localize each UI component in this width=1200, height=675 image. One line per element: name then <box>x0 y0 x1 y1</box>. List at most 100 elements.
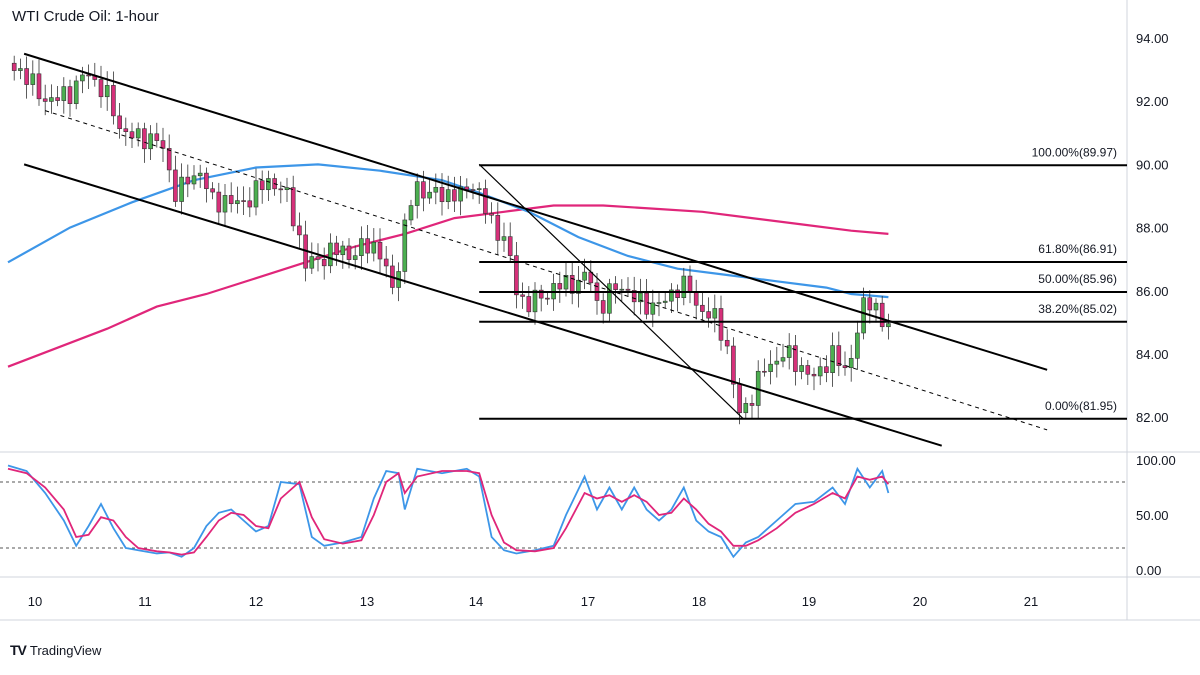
candle-body <box>340 245 346 256</box>
candle-body <box>563 275 569 290</box>
tradingview-logo-icon: TV <box>10 642 27 658</box>
candle-body <box>786 345 792 358</box>
candle-body <box>650 302 656 315</box>
candle-body <box>848 358 854 369</box>
candle-body <box>724 339 730 347</box>
candle-body <box>532 289 538 313</box>
candle-body <box>433 187 439 193</box>
candle-body <box>67 86 73 104</box>
candle-body <box>235 200 240 205</box>
candle-body <box>154 133 160 141</box>
grid-lines <box>0 0 1200 621</box>
channel-lower-line <box>23 163 943 447</box>
time-axis[interactable]: 10 11 12 13 14 17 18 19 20 21 <box>28 594 1038 609</box>
candle-body <box>867 297 873 311</box>
candle-body <box>879 302 885 328</box>
time-tick-label: 19 <box>802 594 816 609</box>
candle-body <box>98 79 104 98</box>
stochastic-oscillator <box>0 464 1127 559</box>
candle-body <box>111 85 116 117</box>
candle-body <box>501 236 507 241</box>
candle-body <box>11 62 17 71</box>
candle-body <box>619 288 625 291</box>
candle-body <box>371 241 377 254</box>
candle-body <box>644 292 649 315</box>
candle-body <box>842 365 848 369</box>
candle-body <box>278 188 284 191</box>
candle-body <box>402 219 408 272</box>
candle-body <box>328 242 333 267</box>
candle-body <box>166 148 172 171</box>
candle-body <box>259 180 265 191</box>
candle-body <box>700 304 705 312</box>
candle-body <box>780 357 786 362</box>
candle-body <box>483 188 488 214</box>
candle-body <box>445 189 451 203</box>
candle-body <box>861 297 866 334</box>
candle-body <box>569 275 575 294</box>
candle-body <box>241 200 246 202</box>
candle-body <box>576 279 581 294</box>
candle-body <box>737 383 742 414</box>
candle-body <box>179 176 184 202</box>
price-axis[interactable]: 94.00 92.00 90.00 88.00 86.00 84.00 82.00 100.0… <box>1136 31 1176 578</box>
candle-body <box>359 238 364 256</box>
fib-level-label: 50.00%(85.96) <box>1038 272 1117 286</box>
time-tick-label: 10 <box>28 594 42 609</box>
time-tick-label: 13 <box>360 594 374 609</box>
channel-trendlines[interactable] <box>23 52 1048 447</box>
fibonacci-levels[interactable]: 100.00%(89.97) 61.80%(86.91) 50.00%(85.96)… <box>479 145 1127 420</box>
candle-body <box>774 360 780 365</box>
candle-body <box>253 180 259 208</box>
candle-body <box>24 68 29 85</box>
moving-average-slow <box>7 204 889 368</box>
tradingview-brand[interactable]: TV TradingView <box>10 642 101 658</box>
candle-body <box>197 172 203 177</box>
candle-body <box>73 80 79 104</box>
candle-body <box>681 275 687 298</box>
ma-slow-line <box>7 204 889 368</box>
candle-body <box>495 214 501 241</box>
candle-body <box>408 205 414 221</box>
candle-body <box>768 363 773 372</box>
candle-body <box>793 345 798 372</box>
candle-body <box>30 73 36 85</box>
candle-body <box>247 200 253 208</box>
candle-body <box>669 289 674 302</box>
candle-body <box>352 255 358 260</box>
candle-body <box>117 115 122 130</box>
candle-body <box>873 302 879 311</box>
candle-body <box>129 131 135 139</box>
candle-body <box>538 289 544 299</box>
candle-body <box>334 242 339 256</box>
stoch-k-line <box>7 464 890 559</box>
candle-body <box>346 245 352 260</box>
price-tick-label: 94.00 <box>1136 31 1169 46</box>
channel-mid-dashed-line <box>45 110 1048 431</box>
fib-level-label: 61.80%(86.91) <box>1038 242 1117 256</box>
candle-body <box>675 289 680 298</box>
candle-body <box>470 189 476 191</box>
candle-body <box>216 191 222 213</box>
candle-body <box>762 370 767 373</box>
candle-body <box>290 187 296 227</box>
candle-body <box>414 181 420 206</box>
candle-body <box>61 86 67 101</box>
candle-body <box>297 225 302 236</box>
candle-body <box>718 308 724 341</box>
candle-body <box>712 308 718 319</box>
candle-body <box>173 169 178 202</box>
candle-body <box>625 288 631 291</box>
candle-body <box>86 74 91 77</box>
candle-body <box>377 241 383 260</box>
candle-body <box>799 365 804 372</box>
oscillator-tick-label: 50.00 <box>1136 508 1169 523</box>
candle-body <box>656 302 662 304</box>
candle-body <box>135 128 141 139</box>
price-tick-label: 82.00 <box>1136 410 1169 425</box>
candle-body <box>706 311 711 319</box>
brand-name: TradingView <box>29 642 102 658</box>
time-tick-label: 17 <box>581 594 595 609</box>
candle-body <box>427 191 432 199</box>
